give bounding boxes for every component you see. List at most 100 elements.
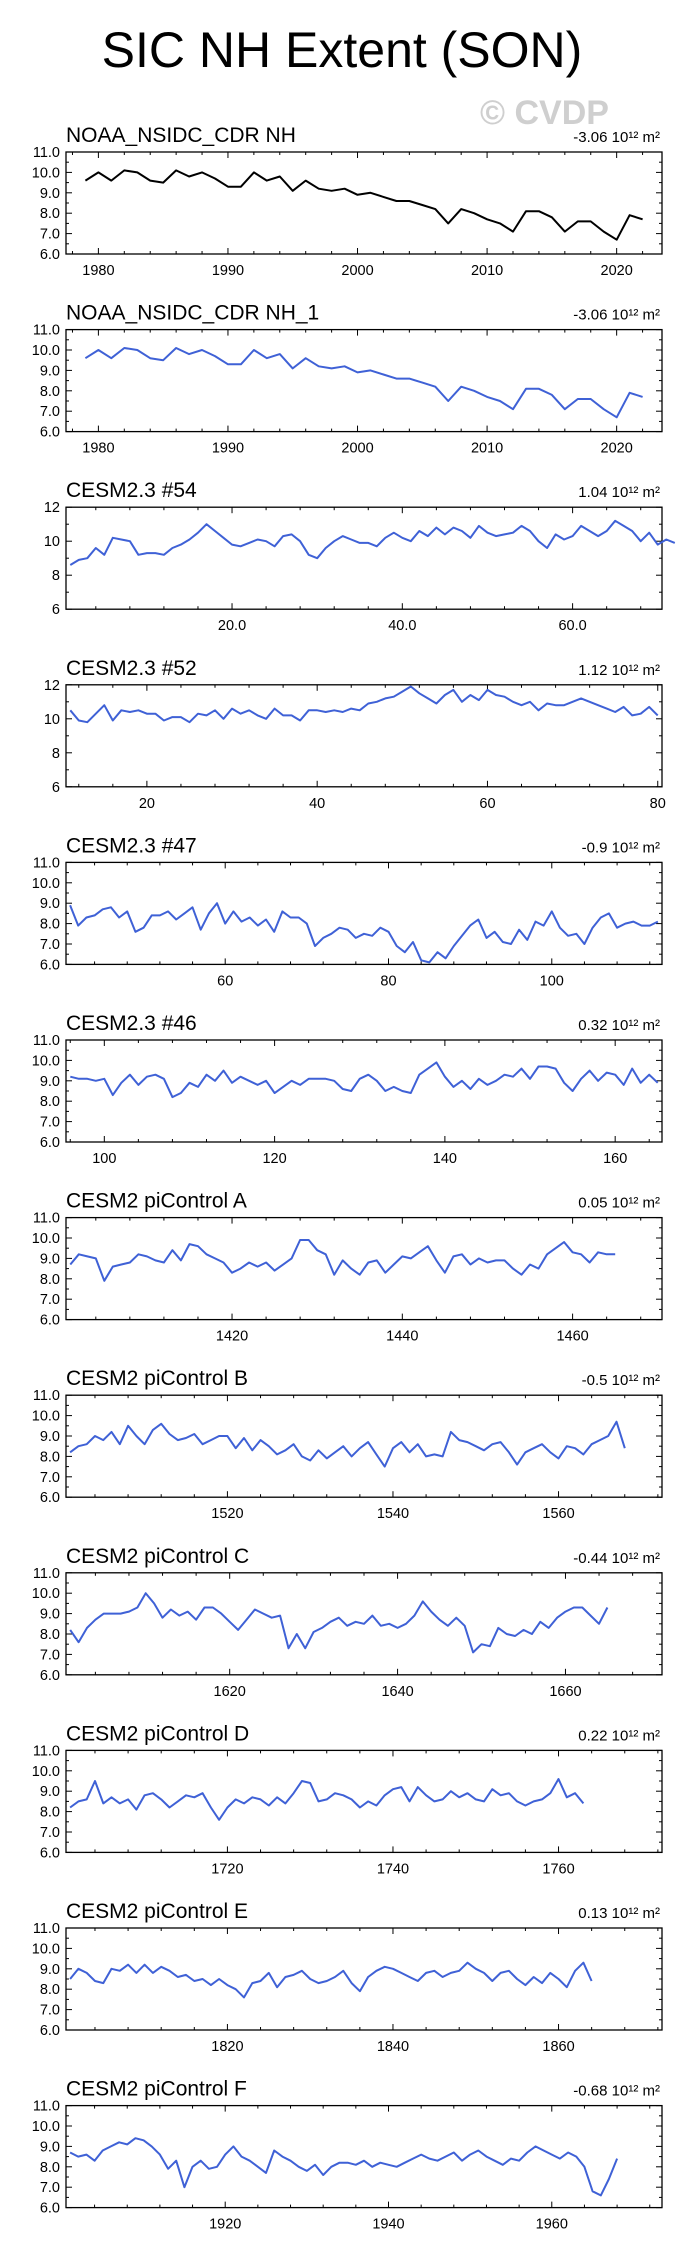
y-tick-label: 7.0 bbox=[40, 1825, 60, 1841]
panel-title: NOAA_NSIDC_CDR NH bbox=[66, 124, 296, 147]
plot-frame bbox=[65, 151, 663, 255]
y-tick-label: 7.0 bbox=[40, 1292, 60, 1308]
trend-value: 1.12 bbox=[578, 662, 611, 679]
y-tick-label: 6.0 bbox=[40, 247, 60, 263]
y-tick-label: 9.0 bbox=[40, 363, 60, 379]
y-tick-label: 9.0 bbox=[40, 2139, 60, 2155]
y-tick-label: 7.0 bbox=[40, 1647, 60, 1663]
y-tick-label: 11.0 bbox=[33, 855, 60, 871]
trend-units: 10¹² m² bbox=[612, 2083, 660, 2100]
trend-label: -3.06 10¹² m² bbox=[573, 307, 660, 324]
panel-title: CESM2.3 #46 bbox=[66, 1012, 197, 1035]
chart-panel: CESM2.3 #52 1.12 10¹² m² 6 8 10 12 20 40 60 80 bbox=[44, 657, 666, 812]
y-tick-label: 12 bbox=[44, 678, 60, 694]
y-tick-label: 7.0 bbox=[40, 937, 60, 953]
y-tick-label: 11.0 bbox=[33, 1388, 60, 1404]
trend-units: 10¹² m² bbox=[612, 307, 660, 324]
y-tick-label: 6.0 bbox=[40, 1135, 60, 1151]
trend-label: -3.06 10¹² m² bbox=[573, 129, 660, 146]
y-tick-label: 6.0 bbox=[40, 1490, 60, 1506]
y-tick-label: 6.0 bbox=[40, 1845, 60, 1861]
trend-label: -0.9 10¹² m² bbox=[582, 839, 660, 856]
y-tick-label: 10.0 bbox=[32, 1586, 60, 1602]
plot-frame bbox=[65, 1927, 663, 2031]
panel-title: NOAA_NSIDC_CDR NH_1 bbox=[66, 302, 319, 325]
panel-title: CESM2 piControl A bbox=[66, 1190, 247, 1213]
trend-units: 10¹² m² bbox=[612, 1372, 660, 1389]
trend-label: 0.05 10¹² m² bbox=[578, 1195, 660, 1212]
x-tick-label: 40.0 bbox=[388, 618, 416, 634]
y-tick-label: 8.0 bbox=[40, 2160, 60, 2176]
trend-label: 1.12 10¹² m² bbox=[578, 662, 660, 679]
trend-units: 10¹² m² bbox=[612, 1905, 660, 1922]
x-tick-label: 2000 bbox=[341, 263, 373, 279]
y-tick-label: 6 bbox=[52, 780, 60, 796]
y-tick-label: 11.0 bbox=[33, 1921, 60, 1937]
cvdp-watermark: © CVDP bbox=[480, 94, 609, 132]
y-tick-label: 7.0 bbox=[40, 404, 60, 420]
chart-panel: CESM2 piControl D 0.22 10¹² m² 6.0 7.0 8.0 9.… bbox=[32, 1722, 663, 1877]
y-tick-label: 8.0 bbox=[40, 917, 60, 933]
y-tick-label: 9.0 bbox=[40, 1607, 60, 1623]
trend-units: 10¹² m² bbox=[612, 129, 660, 146]
x-tick-label: 1540 bbox=[377, 1506, 409, 1522]
plot-frame bbox=[65, 2104, 663, 2209]
y-tick-label: 8.0 bbox=[40, 384, 60, 400]
y-tick-label: 11.0 bbox=[33, 1211, 60, 1227]
x-tick-label: 1820 bbox=[211, 2039, 243, 2055]
x-tick-label: 1860 bbox=[542, 2039, 574, 2055]
y-tick-label: 11.0 bbox=[33, 2099, 60, 2115]
y-tick-label: 8.0 bbox=[40, 1982, 60, 1998]
trend-value: -3.06 bbox=[573, 307, 611, 324]
y-tick-label: 10.0 bbox=[32, 1053, 60, 1069]
y-tick-label: 11.0 bbox=[33, 1743, 60, 1759]
chart-panel: CESM2 piControl B -0.5 10¹² m² 6.0 7.0 8.0 9.… bbox=[32, 1367, 663, 1522]
y-tick-label: 9.0 bbox=[40, 1784, 60, 1800]
series-line bbox=[69, 1778, 585, 1821]
x-tick-label: 2010 bbox=[471, 441, 503, 457]
y-tick-label: 10 bbox=[44, 534, 60, 550]
x-tick-label: 100 bbox=[540, 973, 564, 989]
y-tick-label: 11.0 bbox=[33, 145, 60, 161]
chart-panel: NOAA_NSIDC_CDR NH_1 -3.06 10¹² m² 6.0 7.0 8.… bbox=[32, 302, 663, 457]
y-tick-label: 8.0 bbox=[40, 206, 60, 222]
chart-panel: CESM2.3 #54 1.04 10¹² m² 6 8 10 12 20.0 40.0 60.… bbox=[44, 479, 676, 634]
x-tick-label: 160 bbox=[603, 1151, 627, 1167]
x-tick-label: 1920 bbox=[209, 2217, 241, 2233]
panel-title: CESM2 piControl E bbox=[66, 1900, 248, 1923]
trend-value: -0.44 bbox=[573, 1550, 611, 1567]
x-tick-label: 60.0 bbox=[558, 618, 586, 634]
series-line bbox=[84, 169, 643, 241]
y-tick-label: 9.0 bbox=[40, 186, 60, 202]
y-tick-label: 6.0 bbox=[40, 425, 60, 441]
trend-label: -0.68 10¹² m² bbox=[573, 2083, 660, 2100]
x-tick-label: 20 bbox=[139, 796, 155, 812]
x-tick-label: 1980 bbox=[82, 263, 114, 279]
x-tick-label: 1940 bbox=[372, 2217, 404, 2233]
y-tick-label: 9.0 bbox=[40, 896, 60, 912]
trend-units: 10¹² m² bbox=[612, 1195, 660, 1212]
trend-value: -0.68 bbox=[573, 2083, 611, 2100]
y-tick-label: 8 bbox=[52, 746, 60, 762]
y-tick-label: 8.0 bbox=[40, 1272, 60, 1288]
x-tick-label: 60 bbox=[479, 796, 495, 812]
y-tick-label: 10.0 bbox=[32, 1764, 60, 1780]
x-tick-label: 1640 bbox=[381, 1684, 413, 1700]
y-tick-label: 6.0 bbox=[40, 957, 60, 973]
series-line bbox=[69, 1961, 593, 1999]
trend-units: 10¹² m² bbox=[612, 1550, 660, 1567]
plot-frame bbox=[65, 684, 663, 788]
plot-frame bbox=[65, 506, 663, 610]
y-tick-label: 11.0 bbox=[33, 323, 60, 339]
x-tick-label: 1980 bbox=[82, 441, 114, 457]
x-tick-label: 1560 bbox=[542, 1506, 574, 1522]
x-tick-label: 1760 bbox=[542, 1861, 574, 1877]
trend-label: 0.13 10¹² m² bbox=[578, 1905, 660, 1922]
x-tick-label: 120 bbox=[262, 1151, 286, 1167]
x-tick-label: 1960 bbox=[536, 2217, 568, 2233]
trend-value: 0.32 bbox=[578, 1017, 611, 1034]
y-tick-label: 8 bbox=[52, 568, 60, 584]
trend-value: 0.05 bbox=[578, 1195, 611, 1212]
x-tick-label: 1460 bbox=[556, 1329, 588, 1345]
